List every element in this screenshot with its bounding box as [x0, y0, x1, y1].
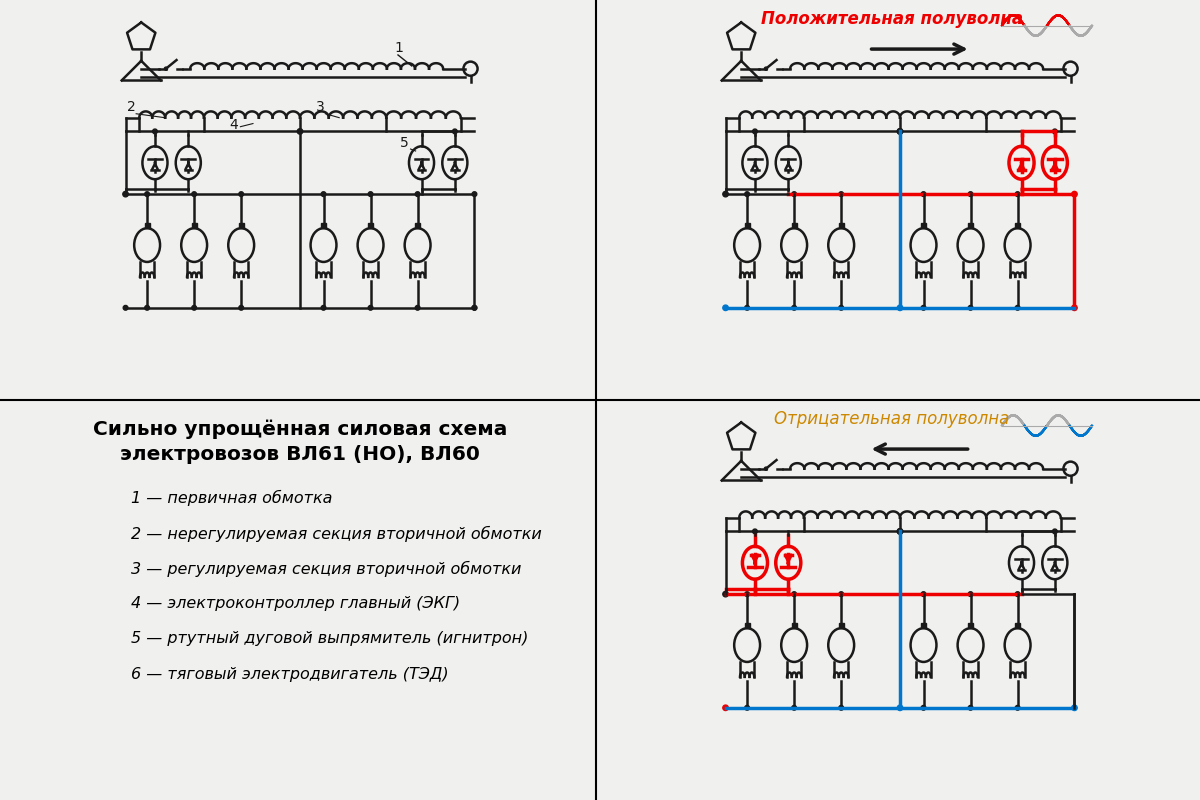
Circle shape — [839, 306, 844, 310]
Circle shape — [839, 192, 844, 197]
Circle shape — [898, 129, 902, 134]
Text: 2: 2 — [127, 100, 136, 114]
Bar — [320, 223, 326, 228]
Text: 1: 1 — [394, 41, 403, 55]
Circle shape — [152, 129, 157, 134]
Bar — [144, 223, 150, 228]
Circle shape — [1072, 191, 1078, 197]
Bar — [415, 223, 420, 228]
Text: 1 — первичная обмотка: 1 — первичная обмотка — [132, 490, 332, 506]
Circle shape — [968, 192, 973, 197]
Circle shape — [792, 306, 797, 310]
Circle shape — [792, 706, 797, 710]
Bar — [192, 223, 197, 228]
Circle shape — [722, 591, 728, 597]
Bar — [792, 223, 797, 228]
Circle shape — [898, 529, 902, 534]
Bar — [368, 223, 373, 228]
Circle shape — [898, 705, 902, 710]
Circle shape — [298, 129, 302, 134]
Circle shape — [898, 529, 902, 534]
Circle shape — [415, 306, 420, 310]
Circle shape — [922, 592, 926, 597]
Circle shape — [1072, 305, 1078, 310]
Circle shape — [968, 706, 973, 710]
Text: 4: 4 — [229, 118, 238, 133]
Circle shape — [745, 306, 750, 310]
Circle shape — [145, 306, 150, 310]
Circle shape — [1015, 192, 1020, 197]
Bar — [920, 623, 926, 628]
Circle shape — [472, 306, 476, 310]
Circle shape — [415, 192, 420, 197]
Circle shape — [839, 706, 844, 710]
Circle shape — [1072, 705, 1078, 710]
Circle shape — [922, 706, 926, 710]
Circle shape — [792, 192, 797, 197]
Circle shape — [145, 192, 150, 197]
Circle shape — [472, 306, 476, 310]
Circle shape — [192, 192, 197, 197]
Text: Отрицательная полуволна: Отрицательная полуволна — [774, 410, 1010, 428]
Circle shape — [472, 192, 476, 197]
Bar — [968, 223, 973, 228]
Bar — [968, 623, 973, 628]
Circle shape — [368, 306, 373, 310]
Circle shape — [968, 592, 973, 597]
Circle shape — [922, 192, 926, 197]
Circle shape — [792, 592, 797, 597]
Bar — [920, 223, 926, 228]
Circle shape — [239, 306, 244, 310]
Bar — [839, 223, 844, 228]
Circle shape — [322, 192, 326, 197]
Circle shape — [722, 191, 728, 197]
Text: Сильно упрощённая силовая схема
электровозов ВЛ61 (НО), ВЛ60: Сильно упрощённая силовая схема электров… — [92, 420, 508, 464]
Circle shape — [192, 306, 197, 310]
Text: 2 — нерегулируемая секция вторичной обмотки: 2 — нерегулируемая секция вторичной обмо… — [132, 526, 542, 542]
Circle shape — [968, 306, 973, 310]
Bar — [1015, 623, 1020, 628]
Circle shape — [1052, 129, 1057, 134]
Bar — [792, 623, 797, 628]
Bar — [744, 223, 750, 228]
Text: Положительная полуволна: Положительная полуволна — [761, 10, 1024, 28]
Circle shape — [722, 705, 728, 710]
Circle shape — [452, 129, 457, 134]
Text: 5: 5 — [400, 136, 409, 150]
Circle shape — [898, 305, 902, 310]
Bar — [239, 223, 244, 228]
Bar — [1015, 223, 1020, 228]
Circle shape — [322, 306, 326, 310]
Circle shape — [122, 191, 128, 197]
Circle shape — [1052, 529, 1057, 534]
Circle shape — [752, 529, 757, 534]
Circle shape — [839, 592, 844, 597]
Circle shape — [764, 467, 768, 470]
Circle shape — [745, 192, 750, 197]
Circle shape — [368, 192, 373, 197]
Circle shape — [164, 67, 168, 70]
Circle shape — [124, 306, 128, 310]
Text: 5 — ртутный дуговой выпрямитель (игнитрон): 5 — ртутный дуговой выпрямитель (игнитро… — [132, 631, 529, 646]
Circle shape — [1015, 706, 1020, 710]
Text: 3 — регулируемая секция вторичной обмотки: 3 — регулируемая секция вторичной обмотк… — [132, 561, 522, 577]
Circle shape — [752, 129, 757, 134]
Circle shape — [745, 706, 750, 710]
Circle shape — [764, 67, 768, 70]
Circle shape — [722, 305, 728, 310]
Text: 4 — электроконтроллер главный (ЭКГ): 4 — электроконтроллер главный (ЭКГ) — [132, 596, 461, 611]
Bar — [744, 623, 750, 628]
Circle shape — [922, 306, 926, 310]
Circle shape — [745, 592, 750, 597]
Text: 3: 3 — [316, 100, 324, 114]
Text: 6 — тяговый электродвигатель (ТЭД): 6 — тяговый электродвигатель (ТЭД) — [132, 666, 449, 682]
Bar — [839, 623, 844, 628]
Circle shape — [1015, 592, 1020, 597]
Circle shape — [1015, 306, 1020, 310]
Circle shape — [898, 129, 902, 134]
Circle shape — [239, 192, 244, 197]
